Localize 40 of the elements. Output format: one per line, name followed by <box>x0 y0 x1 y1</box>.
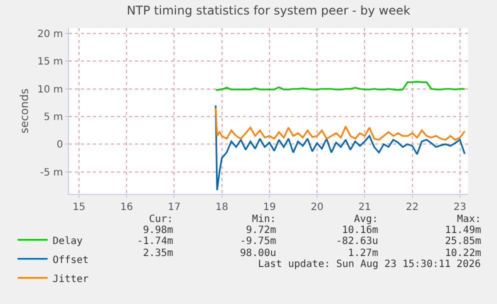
y-tick-label: -5 m <box>40 167 63 178</box>
legend-label: Jitter <box>52 274 89 285</box>
y-tick-label: 0 <box>56 140 63 151</box>
text: 9.72m <box>246 225 276 236</box>
text: -1.74m <box>137 236 174 247</box>
text: Last update: Sun Aug 23 15:30:11 2026 <box>258 259 481 270</box>
x-tick-label: 17 <box>168 202 181 213</box>
text: 2.35m <box>143 248 174 259</box>
legend-label: Offset <box>52 254 89 266</box>
text: -9.75m <box>240 236 276 247</box>
text: 25.85m <box>445 236 482 247</box>
y-axis-title: seconds <box>18 88 31 134</box>
x-tick-label: 16 <box>120 202 133 213</box>
text: -82.63u <box>336 236 378 247</box>
x-tick-label: 19 <box>263 202 276 213</box>
text: Cur: <box>149 214 174 225</box>
legend-label: Delay <box>52 236 83 247</box>
text: 11.49m <box>445 225 482 236</box>
text: 98.00u <box>240 248 276 259</box>
text: Max: <box>457 214 482 225</box>
x-tick-label: 22 <box>406 202 419 213</box>
x-tick-label: 18 <box>215 202 228 213</box>
text: 9.98m <box>143 225 174 236</box>
line-series <box>214 107 466 141</box>
text: 1.27m <box>348 248 378 259</box>
text: 10.22m <box>445 248 482 259</box>
x-tick-label: 15 <box>72 202 86 213</box>
text: 10.16m <box>342 225 378 236</box>
y-tick-label: 5 m <box>44 112 63 124</box>
text: Avg: <box>354 214 378 225</box>
y-tick-label: 20 m <box>37 29 63 40</box>
chart-title: NTP timing statistics for system peer - by week <box>126 3 410 18</box>
line-series <box>214 80 466 91</box>
x-tick-label: 20 <box>310 202 324 213</box>
x-tick-label: 21 <box>358 202 372 213</box>
line-series <box>214 104 466 191</box>
y-tick-label: 15 m <box>37 56 63 68</box>
text: Min: <box>252 214 276 225</box>
x-tick-label: 23 <box>454 202 466 213</box>
y-tick-label: 10 m <box>37 84 63 96</box>
